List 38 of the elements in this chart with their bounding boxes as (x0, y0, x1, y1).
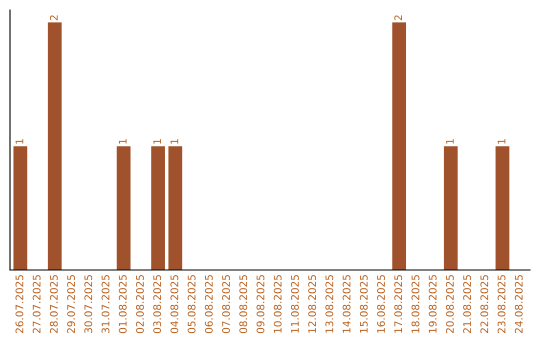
data-label: 1 (446, 139, 454, 144)
x-tick-label: 20.08.2025 (446, 275, 454, 334)
x-tick-label: 22.08.2025 (480, 275, 488, 334)
x-tick-label: 17.08.2025 (394, 275, 402, 333)
x-tick-label: 11.08.2025 (290, 275, 299, 333)
x-tick-label: 02.08.2025 (136, 275, 144, 334)
x-tick-label: 12.08.2025 (308, 275, 316, 333)
x-tick-label: 24.08.2025 (514, 275, 523, 334)
x-tick-label: 14.08.2025 (342, 275, 351, 333)
x-tick-label: 01.08.2025 (118, 275, 127, 334)
data-label: 2 (394, 15, 402, 20)
x-tick-label: 23.08.2025 (498, 275, 506, 334)
x-tick-label: 03.08.2025 (153, 275, 162, 334)
data-label: 1 (153, 139, 161, 144)
x-tick-label: 26.07.2025 (15, 275, 24, 334)
x-tick-label: 18.08.2025 (412, 275, 420, 333)
x-tick-label: 06.08.2025 (204, 275, 213, 334)
x-tick-label: 10.08.2025 (274, 275, 282, 333)
x-tick-label: 15.08.2025 (360, 275, 368, 333)
data-label: 1 (170, 139, 178, 144)
data-label: 2 (50, 15, 58, 20)
x-tick-label: 27.07.2025 (32, 275, 41, 334)
data-label: 1 (498, 139, 506, 144)
x-tick-label: 05.08.2025 (188, 275, 196, 334)
x-tick-label: 31.07.2025 (102, 275, 110, 334)
x-tick-label: 13.08.2025 (325, 275, 334, 333)
x-tick-label: 07.08.2025 (222, 275, 230, 334)
x-tick-label: 08.08.2025 (239, 275, 248, 334)
x-tick-label: 09.08.2025 (256, 275, 264, 334)
x-tick-label: 30.07.2025 (84, 275, 92, 334)
x-tick-label: 29.07.2025 (67, 275, 76, 334)
data-label: 1 (16, 139, 24, 144)
x-tick-label: 16.08.2025 (377, 275, 385, 333)
x-tick-label: 04.08.2025 (170, 275, 178, 334)
x-tick-label: 28.07.2025 (50, 275, 58, 334)
data-label: 1 (118, 139, 127, 144)
x-tick-label: 19.08.2025 (428, 275, 437, 333)
x-tick-label: 21.08.2025 (463, 275, 472, 334)
